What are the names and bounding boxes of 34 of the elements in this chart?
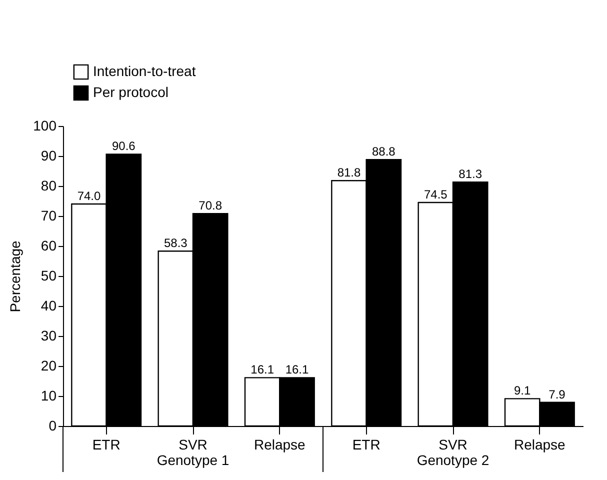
data-label: 16.1 bbox=[250, 362, 274, 377]
y-tick-label: 90 bbox=[40, 148, 57, 164]
data-label: 81.3 bbox=[458, 167, 482, 182]
legend-label: Per protocol bbox=[93, 84, 168, 100]
y-tick-label: 30 bbox=[40, 328, 57, 344]
y-axis-title: Percentage bbox=[7, 240, 24, 312]
text: Genotype 1 bbox=[156, 452, 230, 468]
x-tick-label: ETR bbox=[92, 436, 120, 452]
x-tick-label: SVR bbox=[178, 436, 208, 452]
x-tick-label: SVR bbox=[438, 436, 468, 452]
y-tick-label: 50 bbox=[40, 268, 57, 284]
data-label: 81.8 bbox=[337, 166, 361, 180]
x-tick-label: ETR bbox=[352, 436, 380, 452]
y-tick-label: 20 bbox=[40, 358, 57, 374]
data-label: 88.8 bbox=[372, 144, 396, 159]
legend-label: Intention-to-treat bbox=[93, 63, 196, 79]
data-label: 58.3 bbox=[164, 236, 188, 250]
y-tick-label: 40 bbox=[40, 298, 57, 314]
data-label: 74.0 bbox=[77, 189, 101, 203]
y-tick-label: 10 bbox=[40, 388, 57, 404]
data-label: 70.8 bbox=[198, 198, 222, 213]
x-tick-label: Relapse bbox=[254, 436, 306, 452]
y-tick-label: 60 bbox=[40, 238, 57, 254]
y-tick-label: 0 bbox=[48, 418, 57, 434]
data-label: 90.6 bbox=[112, 139, 136, 154]
x-tick-label: Relapse bbox=[514, 436, 566, 452]
text: Genotype 2 bbox=[416, 452, 490, 468]
data-label: 7.9 bbox=[548, 387, 566, 402]
y-tick-label: 80 bbox=[40, 178, 57, 194]
y-tick-label: 70 bbox=[40, 208, 57, 224]
data-label: 16.1 bbox=[285, 362, 309, 377]
y-tick-label: 100 bbox=[33, 118, 57, 134]
data-label: 74.5 bbox=[424, 188, 448, 202]
data-label: 9.1 bbox=[514, 384, 531, 398]
